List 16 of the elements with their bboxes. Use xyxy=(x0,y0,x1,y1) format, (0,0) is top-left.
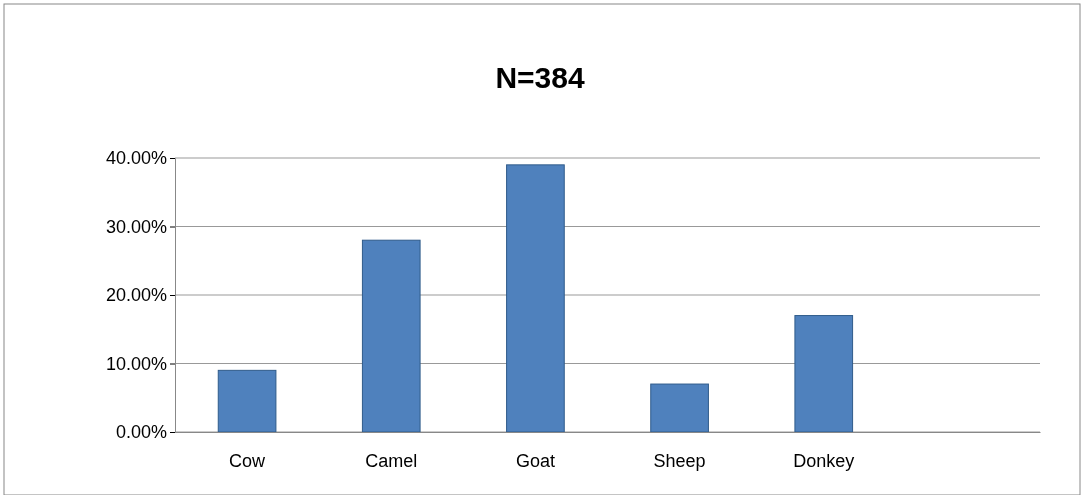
bar xyxy=(361,239,421,433)
x-tick-label: Camel xyxy=(365,450,418,471)
x-tick-label: Donkey xyxy=(793,450,855,471)
bar xyxy=(506,164,565,433)
chart-title: N=384 xyxy=(495,61,585,94)
bar xyxy=(650,383,709,433)
y-tick-label: 20.00% xyxy=(105,285,167,306)
y-tick-label: 0.00% xyxy=(115,422,167,443)
x-tick-label: Sheep xyxy=(653,450,706,471)
y-tick-label: 40.00% xyxy=(105,148,167,169)
x-tick-label: Goat xyxy=(515,450,555,471)
bar xyxy=(217,369,277,433)
x-tick-label: Cow xyxy=(229,450,267,471)
y-tick-label: 10.00% xyxy=(105,353,167,374)
bar xyxy=(794,315,854,433)
y-tick-label: 30.00% xyxy=(105,216,167,237)
